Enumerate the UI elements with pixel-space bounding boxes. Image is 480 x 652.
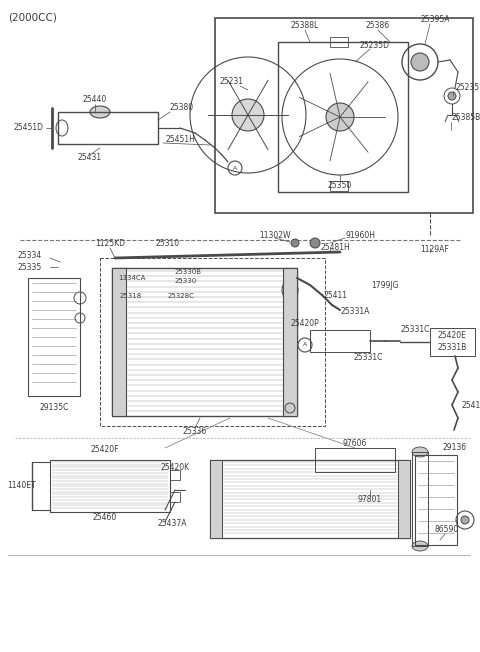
- Text: 25330B: 25330B: [175, 269, 202, 275]
- Bar: [278, 42, 408, 192]
- Text: 25388L: 25388L: [291, 22, 319, 31]
- Circle shape: [448, 92, 456, 100]
- Text: 25460: 25460: [93, 514, 117, 522]
- Text: 25318: 25318: [120, 293, 142, 299]
- Circle shape: [228, 161, 242, 175]
- Text: 25336: 25336: [183, 428, 207, 436]
- Text: 1799JG: 1799JG: [371, 280, 399, 289]
- Bar: [210, 460, 222, 538]
- Text: (2000CC): (2000CC): [8, 12, 57, 22]
- Text: 25335: 25335: [18, 263, 42, 271]
- Text: 29135C: 29135C: [39, 404, 69, 413]
- Text: 1125KD: 1125KD: [95, 239, 125, 248]
- Text: 25331C: 25331C: [353, 353, 383, 363]
- Circle shape: [461, 516, 469, 524]
- Bar: [283, 268, 297, 416]
- Circle shape: [232, 99, 264, 131]
- Text: A: A: [303, 342, 307, 348]
- Ellipse shape: [412, 541, 428, 551]
- Text: 25380: 25380: [170, 104, 194, 113]
- Text: 91960H: 91960H: [345, 231, 375, 239]
- Text: 25331A: 25331A: [340, 308, 370, 316]
- Bar: [210, 460, 410, 538]
- Circle shape: [326, 103, 354, 131]
- Text: 25437A: 25437A: [157, 520, 187, 529]
- Text: 1129AF: 1129AF: [420, 246, 449, 254]
- Text: 97801: 97801: [358, 496, 382, 505]
- Text: 25420P: 25420P: [290, 319, 319, 329]
- Circle shape: [285, 403, 295, 413]
- Text: 25334: 25334: [18, 252, 42, 261]
- Text: 25420E: 25420E: [438, 331, 467, 340]
- Text: 86590: 86590: [435, 526, 459, 535]
- Text: 25420F: 25420F: [91, 445, 119, 454]
- Text: 25451H: 25451H: [165, 136, 195, 145]
- Text: 1334CA: 1334CA: [118, 275, 145, 281]
- Bar: [112, 268, 297, 416]
- Circle shape: [291, 239, 299, 247]
- Bar: [58, 112, 158, 144]
- Text: 25328C: 25328C: [168, 293, 195, 299]
- Circle shape: [298, 338, 312, 352]
- Text: 25330: 25330: [175, 278, 197, 284]
- Text: 25420K: 25420K: [160, 464, 190, 473]
- Bar: [170, 492, 180, 502]
- Bar: [28, 278, 80, 396]
- Text: 25431: 25431: [78, 153, 102, 162]
- Text: 11302W: 11302W: [259, 231, 291, 239]
- Bar: [330, 181, 348, 191]
- Text: 25331C: 25331C: [400, 325, 430, 334]
- Text: 25395A: 25395A: [420, 16, 450, 25]
- Bar: [112, 268, 126, 416]
- Text: 25310: 25310: [156, 239, 180, 248]
- Text: 25235D: 25235D: [360, 40, 390, 50]
- Ellipse shape: [412, 447, 428, 457]
- Bar: [415, 455, 457, 545]
- Text: 25411: 25411: [324, 291, 348, 299]
- Bar: [430, 328, 475, 356]
- Bar: [50, 460, 170, 512]
- Text: 25235: 25235: [455, 83, 479, 93]
- Bar: [398, 460, 410, 538]
- Ellipse shape: [90, 106, 110, 118]
- Text: 29136: 29136: [443, 443, 467, 452]
- Text: 25481H: 25481H: [320, 243, 350, 252]
- Bar: [170, 470, 180, 480]
- Bar: [412, 452, 428, 546]
- Bar: [310, 330, 370, 352]
- Circle shape: [310, 238, 320, 248]
- Bar: [315, 448, 395, 472]
- Text: 25451D: 25451D: [14, 123, 44, 132]
- Text: 25385B: 25385B: [452, 113, 480, 123]
- Bar: [215, 18, 473, 213]
- Text: 25231: 25231: [220, 78, 244, 87]
- Text: 25386: 25386: [366, 22, 390, 31]
- Text: 1140ET: 1140ET: [8, 481, 36, 490]
- Text: A: A: [233, 166, 237, 171]
- Bar: [100, 258, 325, 426]
- Text: 25412A: 25412A: [462, 400, 480, 409]
- Text: 25440: 25440: [83, 95, 107, 104]
- Text: 25331B: 25331B: [437, 344, 467, 353]
- Text: 25350: 25350: [328, 181, 352, 190]
- Text: 97606: 97606: [343, 439, 367, 447]
- Bar: [330, 37, 348, 47]
- Circle shape: [411, 53, 429, 71]
